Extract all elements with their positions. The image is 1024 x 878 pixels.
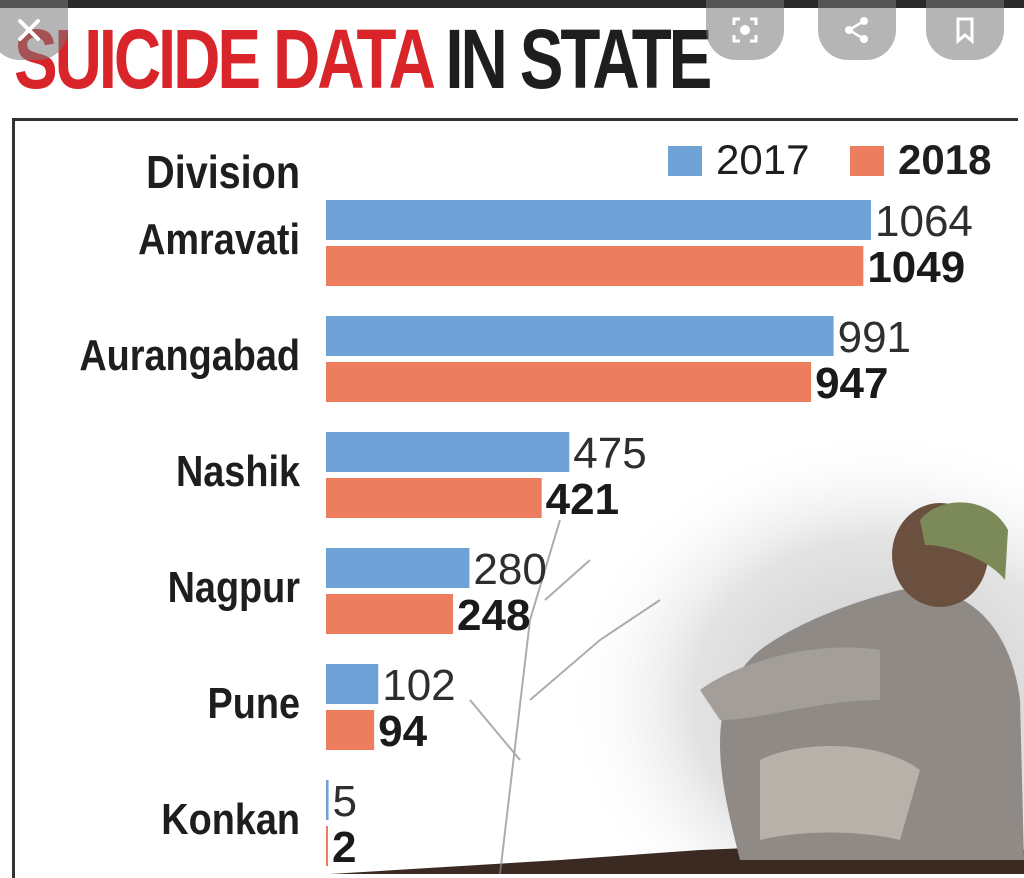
value-label-nagpur-2018: 248 [457, 591, 530, 640]
bar-konkan-2018 [326, 826, 328, 866]
close-button[interactable] [0, 0, 68, 60]
close-icon [18, 19, 40, 41]
title-part-red: SUICIDE DATA [14, 12, 433, 106]
bar-pune-2018 [326, 710, 375, 750]
value-label-konkan-2017: 5 [333, 777, 357, 826]
bookmark-button[interactable] [926, 0, 1004, 60]
top-rule [0, 0, 1024, 8]
bar-pune-2017 [326, 664, 379, 704]
bar-aurangabad-2018 [326, 362, 812, 402]
category-header: Division [146, 147, 300, 198]
value-label-aurangabad-2017: 991 [838, 313, 911, 362]
lens-search-icon [732, 17, 758, 43]
chart-title: SUICIDE DATA IN STATE [14, 12, 712, 106]
category-label-nashik: Nashik [176, 446, 300, 495]
farmer-figure [700, 502, 1024, 860]
value-label-nashik-2017: 475 [573, 429, 646, 478]
category-label-konkan: Konkan [161, 794, 300, 843]
value-label-nashik-2018: 421 [546, 475, 619, 524]
value-label-konkan-2018: 2 [332, 823, 356, 872]
legend-label-2017: 2017 [716, 136, 809, 183]
bar-nagpur-2017 [326, 548, 470, 588]
value-label-nagpur-2017: 280 [473, 545, 546, 594]
value-label-aurangabad-2018: 947 [815, 359, 888, 408]
share-icon [845, 17, 868, 43]
legend-label-2018: 2018 [898, 136, 991, 183]
category-label-aurangabad: Aurangabad [79, 330, 300, 379]
share-button[interactable] [818, 0, 896, 60]
bar-amravati-2017 [326, 200, 871, 240]
category-label-pune: Pune [208, 678, 300, 727]
legend-swatch-2017 [668, 146, 702, 176]
value-label-amravati-2017: 1064 [875, 197, 973, 246]
bookmark-icon [956, 17, 974, 45]
bar-nashik-2017 [326, 432, 570, 472]
bar-nagpur-2018 [326, 594, 454, 634]
legend-swatch-2018 [850, 146, 884, 176]
lens-search-button[interactable] [706, 0, 784, 60]
value-label-pune-2017: 102 [382, 661, 455, 710]
value-label-pune-2018: 94 [378, 707, 427, 756]
value-label-amravati-2018: 1049 [867, 243, 965, 292]
title-part-black: IN STATE [445, 12, 712, 106]
bar-nashik-2018 [326, 478, 542, 518]
category-label-nagpur: Nagpur [168, 562, 300, 611]
bar-konkan-2017 [326, 780, 329, 820]
bar-amravati-2018 [326, 246, 864, 286]
category-label-amravati: Amravati [138, 214, 300, 263]
bar-aurangabad-2017 [326, 316, 834, 356]
chart-frame [12, 118, 1018, 878]
